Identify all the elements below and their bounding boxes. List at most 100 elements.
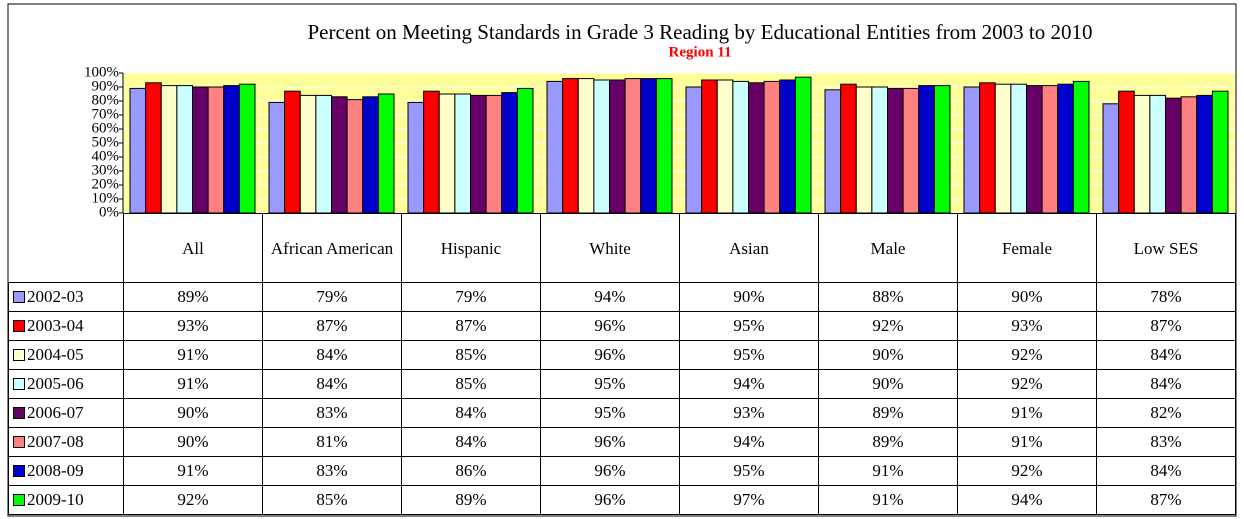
table-cell: 90%	[957, 282, 1097, 312]
legend-swatch	[13, 407, 25, 419]
table-cell: 92%	[957, 340, 1097, 370]
bar	[1133, 94, 1151, 214]
table-cell: 86%	[401, 456, 541, 486]
bar	[438, 93, 456, 214]
bar	[268, 101, 286, 214]
table-row: 2008-09 91% 83% 86% 96% 95% 91% 92% 84%	[8, 456, 1236, 486]
table-cell: 95%	[679, 340, 819, 370]
legend-entry: 2009-10	[8, 485, 124, 515]
y-tick-label: 100%	[84, 64, 119, 80]
table-cell: 79%	[401, 282, 541, 312]
bar	[840, 83, 857, 214]
bar	[609, 79, 626, 214]
data-table: All African American Hispanic White Asian Mal…	[8, 213, 1236, 515]
legend-swatch	[13, 494, 25, 506]
table-cell: 94%	[679, 427, 819, 457]
chart-title: Percent on Meeting Standards in Grade 3 …	[308, 20, 1093, 44]
x-tick-label: Female	[957, 213, 1097, 283]
table-row: 2003-04 93% 87% 87% 96% 95% 92% 93% 87%	[8, 311, 1236, 341]
bar	[577, 78, 595, 214]
bar	[748, 82, 765, 214]
bar	[470, 94, 487, 214]
y-tick-label: 40%	[92, 148, 120, 164]
bar	[963, 86, 981, 214]
bar	[887, 87, 904, 214]
table-cell: 89%	[818, 398, 958, 428]
table-row: 2002-03 89% 79% 79% 94% 90% 88% 90% 78%	[8, 282, 1236, 312]
y-tick-label: 30%	[92, 162, 120, 178]
table-cell: 89%	[401, 485, 541, 515]
table-cell: 91%	[957, 427, 1097, 457]
legend-swatch	[13, 378, 25, 390]
table-cell: 85%	[401, 369, 541, 399]
table-cell: 84%	[401, 398, 541, 428]
table-cell: 95%	[540, 369, 680, 399]
legend-label: 2002-03	[27, 287, 84, 306]
bar	[824, 89, 842, 214]
bar	[223, 85, 240, 214]
table-cell: 87%	[262, 311, 402, 341]
table-row: 2006-07 90% 83% 84% 95% 93% 89% 91% 82%	[8, 398, 1236, 428]
bar	[994, 83, 1012, 214]
x-tick-label: All	[123, 213, 263, 283]
bar	[207, 86, 225, 214]
table-cell: 84%	[401, 427, 541, 457]
table-cell: 91%	[957, 398, 1097, 428]
bar	[1057, 83, 1074, 214]
x-tick-label: White	[540, 213, 680, 283]
table-cell: 90%	[818, 369, 958, 399]
bar	[655, 78, 673, 214]
bar	[701, 79, 718, 214]
y-tick-label: 10%	[92, 190, 120, 206]
table-row: 2009-10 92% 85% 89% 96% 97% 91% 94% 87%	[8, 485, 1236, 515]
bar	[454, 93, 471, 214]
bar	[979, 82, 996, 214]
table-cell: 91%	[818, 456, 958, 486]
y-tick-label: 90%	[92, 78, 120, 94]
table-cell: 91%	[123, 340, 263, 370]
x-tick-label: Asian	[679, 213, 819, 283]
bar	[331, 96, 348, 214]
table-cell: 90%	[679, 282, 819, 312]
bar	[362, 96, 379, 214]
bar	[501, 92, 518, 214]
bar	[871, 86, 888, 214]
bar	[284, 90, 301, 214]
bar	[1041, 85, 1059, 214]
legend-swatch	[13, 436, 25, 448]
table-cell: 90%	[123, 398, 263, 428]
x-tick-label: Male	[818, 213, 958, 283]
bar	[624, 78, 642, 214]
table-cell: 83%	[262, 456, 402, 486]
table-cell: 96%	[540, 456, 680, 486]
legend-label: 2007-08	[27, 432, 84, 451]
table-cell: 84%	[1096, 456, 1236, 486]
table-cell: 96%	[540, 427, 680, 457]
bar	[407, 101, 425, 214]
bar	[716, 79, 734, 214]
x-tick-label: Low SES	[1096, 213, 1236, 283]
table-cell: 87%	[1096, 485, 1236, 515]
x-tick-label: African American	[262, 213, 402, 283]
table-cell: 84%	[1096, 369, 1236, 399]
table-cell: 85%	[401, 340, 541, 370]
table-cell: 83%	[1096, 427, 1236, 457]
legend-label: 2004-05	[27, 345, 84, 364]
bar	[855, 86, 873, 214]
bar	[933, 85, 951, 214]
bar	[918, 85, 935, 214]
table-cell: 95%	[540, 398, 680, 428]
bar	[238, 83, 256, 214]
bar	[1072, 80, 1090, 214]
table-cell: 92%	[123, 485, 263, 515]
table-cell: 96%	[540, 340, 680, 370]
bar	[1149, 94, 1166, 214]
table-cell: 96%	[540, 311, 680, 341]
table-cell: 92%	[818, 311, 958, 341]
table-cell: 93%	[679, 398, 819, 428]
bar	[779, 79, 796, 214]
table-cell: 79%	[262, 282, 402, 312]
legend-swatch	[13, 291, 25, 303]
y-tick-label: 70%	[92, 106, 120, 122]
